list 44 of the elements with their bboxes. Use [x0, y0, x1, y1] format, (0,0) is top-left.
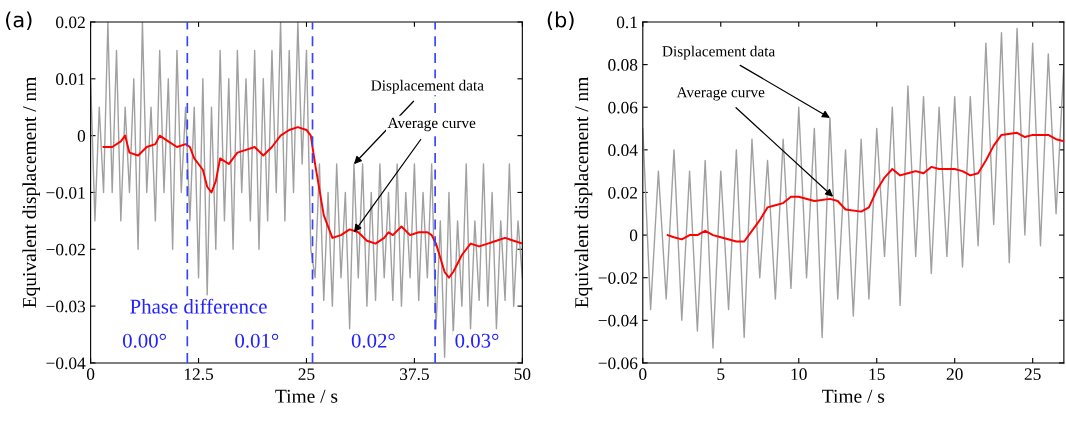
annotation: Displacement data	[371, 79, 484, 94]
y-tick-label: 0.02	[608, 186, 637, 199]
y-tick-label: −0.04	[598, 314, 638, 327]
x-axis-title: Time / s	[275, 389, 338, 403]
y-tick-label: 0.1	[616, 16, 637, 29]
annotation: Average curve	[387, 117, 476, 132]
y-tick-label: −0.03	[46, 300, 86, 313]
y-axis-title: Equivalent displacement / nm	[574, 76, 593, 308]
y-axis-title: Equivalent displacement / nm	[22, 76, 41, 308]
y-tick-label: 0.08	[608, 59, 638, 71]
annotation: 0.00°	[122, 333, 166, 348]
x-tick-label: 20	[946, 368, 963, 381]
y-tick-label: 0.02	[56, 16, 85, 29]
y-tick-label: −0.02	[598, 272, 637, 284]
x-tick-label: 37.5	[400, 368, 429, 381]
line-series	[666, 131, 1064, 243]
x-tick-label: 25	[298, 368, 315, 381]
x-tick-label: 12.5	[184, 368, 214, 381]
y-tick-label: −0.01	[46, 186, 85, 199]
x-tick-label: 15	[869, 368, 885, 381]
y-tick-label: 0	[629, 229, 638, 242]
line-series	[642, 27, 1064, 349]
x-tick-label: 0	[86, 368, 95, 381]
y-tick-label: 0.01	[56, 73, 85, 86]
x-tick-label: 5	[717, 368, 725, 381]
annotation: 0.01°	[235, 333, 279, 348]
y-tick-label: 0	[77, 130, 86, 142]
annotation: Displacement data	[662, 45, 776, 60]
x-tick-label: 25	[1024, 368, 1041, 381]
y-tick-label: 0.06	[608, 101, 638, 114]
y-tick-label: −0.06	[598, 357, 638, 370]
chart-title: (a)	[6, 11, 32, 31]
annotation: Phase difference	[130, 298, 267, 314]
y-tick-label: 0.04	[608, 144, 638, 157]
annotation: Average curve	[676, 87, 765, 101]
y-tick-label: −0.02	[46, 243, 85, 256]
x-tick-label: 10	[791, 368, 807, 381]
x-tick-label: 0	[639, 368, 647, 381]
x-axis-title: Time / s	[822, 389, 885, 403]
y-tick-label: −0.04	[46, 357, 86, 370]
annotation: 0.03°	[455, 333, 499, 348]
chart-title: (b)	[547, 11, 574, 31]
x-tick-label: 50	[514, 368, 531, 381]
annotation: 0.02°	[351, 333, 395, 348]
